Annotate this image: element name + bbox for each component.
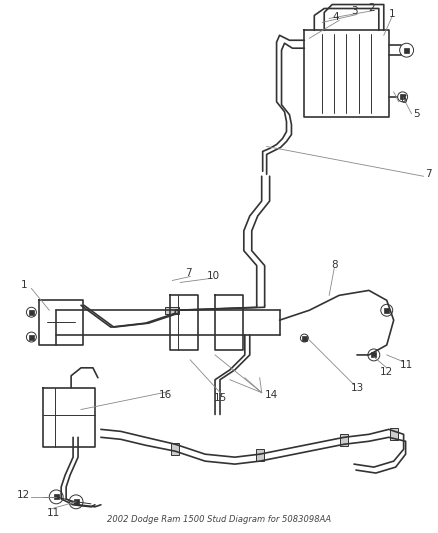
Text: 12: 12 bbox=[380, 367, 393, 377]
Text: 4: 4 bbox=[333, 12, 339, 22]
Text: 3: 3 bbox=[351, 6, 357, 17]
Text: 7: 7 bbox=[425, 169, 432, 179]
Polygon shape bbox=[340, 434, 348, 446]
Polygon shape bbox=[171, 443, 179, 455]
Polygon shape bbox=[29, 335, 34, 340]
Text: 15: 15 bbox=[213, 393, 226, 402]
Polygon shape bbox=[29, 310, 34, 314]
Polygon shape bbox=[302, 336, 307, 341]
Polygon shape bbox=[384, 308, 389, 313]
Text: 8: 8 bbox=[331, 260, 337, 270]
Text: 7: 7 bbox=[185, 268, 191, 278]
Polygon shape bbox=[400, 94, 405, 99]
Text: 2: 2 bbox=[368, 3, 375, 12]
Text: 5: 5 bbox=[413, 109, 420, 119]
Polygon shape bbox=[390, 429, 398, 440]
Polygon shape bbox=[256, 449, 264, 461]
Text: 13: 13 bbox=[350, 383, 364, 393]
Text: 2002 Dodge Ram 1500 Stud Diagram for 5083098AA: 2002 Dodge Ram 1500 Stud Diagram for 508… bbox=[107, 515, 331, 524]
Text: 16: 16 bbox=[159, 390, 172, 400]
Text: 14: 14 bbox=[265, 390, 278, 400]
Polygon shape bbox=[74, 499, 78, 504]
Text: 12: 12 bbox=[17, 490, 30, 500]
Text: 11: 11 bbox=[46, 508, 60, 518]
Text: 11: 11 bbox=[400, 360, 413, 370]
Polygon shape bbox=[166, 307, 179, 314]
Text: 1: 1 bbox=[21, 280, 28, 290]
Text: 1: 1 bbox=[389, 10, 395, 19]
Polygon shape bbox=[404, 48, 409, 53]
Text: 6: 6 bbox=[400, 95, 407, 105]
Text: 10: 10 bbox=[206, 271, 219, 280]
Polygon shape bbox=[371, 352, 376, 358]
Polygon shape bbox=[54, 495, 59, 499]
